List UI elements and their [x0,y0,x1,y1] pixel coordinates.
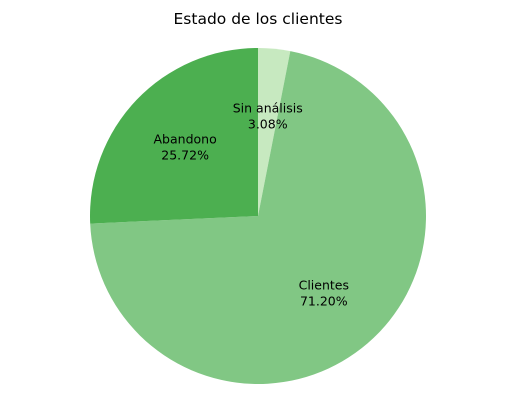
pie-slices [90,48,426,385]
slice-percent-sin-analisis: 3.08% [248,117,288,132]
pie-slice-sin-analisis [258,48,291,216]
slice-label-sin-analisis: Sin análisis [233,101,303,116]
slice-percent-clientes: 71.20% [300,293,348,308]
pie-slice-clientes [90,51,426,385]
chart-title: Estado de los clientes [174,10,343,28]
slice-label-abandono: Abandono [154,131,217,146]
slice-percent-abandono: 25.72% [161,147,209,162]
slice-label-clientes: Clientes [299,277,349,292]
pie-slice-abandono [90,48,258,224]
